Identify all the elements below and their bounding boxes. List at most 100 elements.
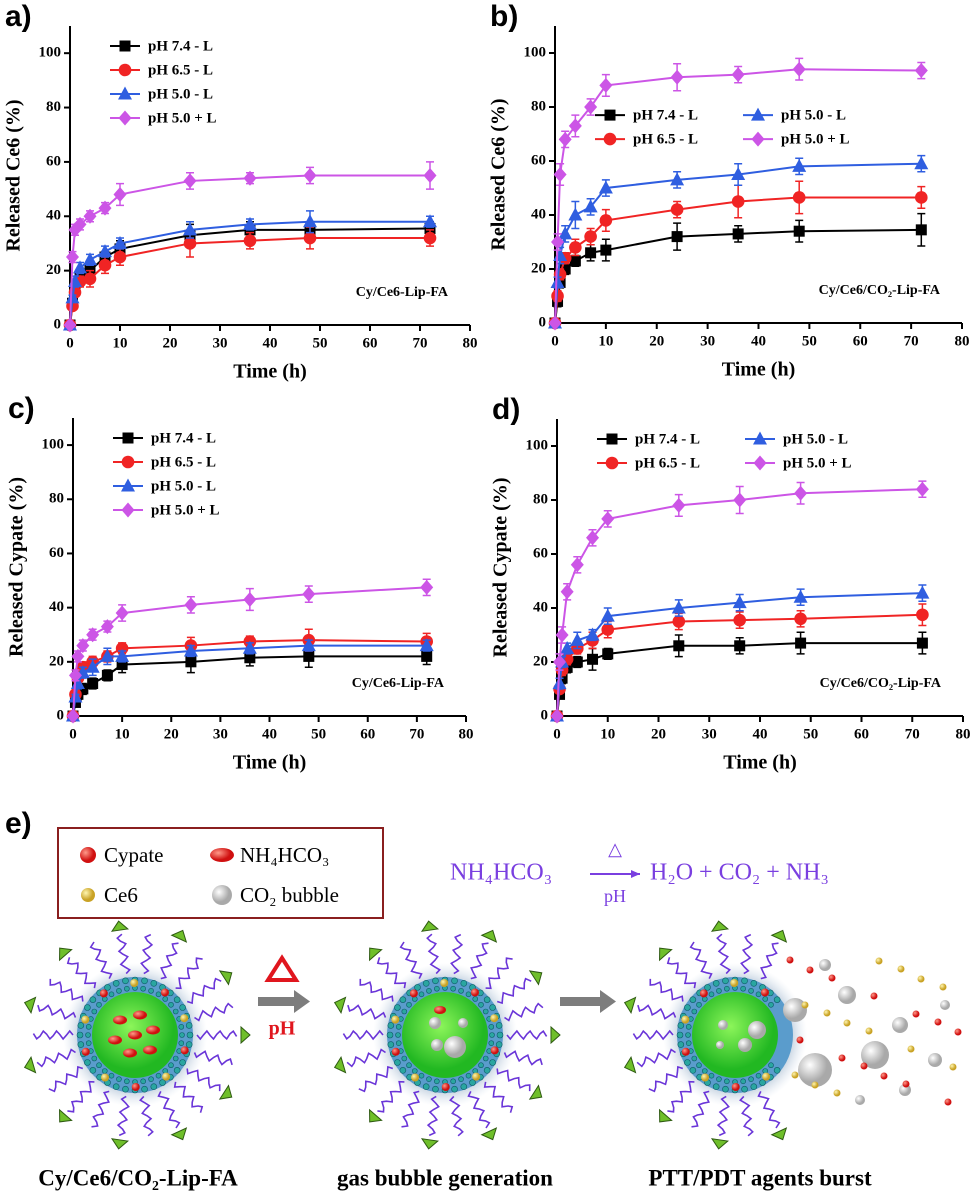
folate-ligand [710,1138,730,1150]
x-tick-label: 80 [459,726,474,742]
cypate [880,1072,888,1080]
peg-chain [175,957,203,990]
legend-label: pH 7.4 - L [148,38,213,54]
lipid-head [684,1004,691,1011]
legend-label: pH 5.0 - L [148,86,213,102]
marker [569,255,581,267]
x-tick-label: 50 [311,726,326,742]
marker [118,110,132,126]
marker [733,613,746,627]
marker [599,77,613,93]
marker [423,231,437,245]
marker [65,290,80,304]
lipid-head [489,1004,496,1011]
lipid-head [84,1004,91,1011]
marker [68,667,82,683]
bubble [431,1039,443,1051]
marker [419,638,434,652]
x-tick-label: 70 [905,726,920,742]
x-tick-label: 50 [803,726,818,742]
lipid-head [748,1076,754,1082]
legend-text: CO₂ bubble [240,883,339,907]
bubble [899,1084,911,1096]
marker [560,584,574,600]
lipid-head [773,996,781,1003]
marker [915,224,927,236]
cypate [860,1062,868,1070]
marker [550,708,564,724]
marker [751,107,765,121]
nanoparticle [23,920,251,1150]
peg-chain [36,1048,76,1068]
bubble [458,1018,468,1028]
marker [100,619,114,635]
marker [585,627,600,641]
caption: gas bubble generation [337,1165,553,1190]
y-axis-title: Released Ce6 (%) [3,99,25,251]
peg-chain [667,1080,695,1113]
lipid-head [124,1078,130,1085]
equation-above: △ [608,839,622,859]
lipid-head [465,991,472,998]
annotation: Cy/Ce6-Lip-FA [356,285,449,300]
ce6 [897,965,905,973]
ce6 [701,1073,710,1082]
lipid-head [478,1062,484,1069]
lipid-head [724,985,730,992]
peg-chain [116,933,131,975]
marker [915,585,930,599]
cypate [409,989,418,998]
lipid-head [172,1008,179,1015]
lipid-head [91,1008,98,1015]
x-tick-label: 10 [600,726,615,742]
folate-ligand [333,996,347,1015]
peg-chain [504,1002,544,1022]
legend-label: pH 6.5 - L [151,454,216,470]
marker [794,612,807,626]
peg-chain [740,933,754,975]
heat-icon [264,954,300,982]
y-tick-label: 0 [541,707,549,723]
lipid-head [168,1001,174,1008]
marker [568,207,583,221]
lipid-head [116,988,122,994]
marker [792,191,806,204]
bubble [861,1041,889,1069]
y-axis-title: Released Cypate (%) [6,477,28,657]
equation-below: pH [604,886,626,906]
legend-label: pH 5.0 - L [151,478,216,494]
panel-label: e) [5,807,32,840]
lipid-head [414,984,421,991]
peg-chain [632,1029,674,1041]
ce6-icon [81,888,95,902]
marker [793,225,805,237]
cypate [806,966,814,974]
legend-label: pH 5.0 + L [148,110,217,126]
lipid-head [704,984,711,991]
marker [183,237,197,250]
lipid-head [488,1024,495,1030]
x-axis-title: Time (h) [233,752,307,774]
marker [73,260,87,274]
caption: Cy/Ce6/CO₂-Lip-FA [38,1165,238,1190]
peg-chain [483,1081,514,1113]
lipid-head [689,1067,697,1074]
bubble [798,1053,832,1087]
marker [916,637,928,649]
marker [423,214,437,228]
lipid-head [708,1072,715,1079]
lipid-head [77,1041,85,1048]
folate-ligand [770,1127,788,1141]
marker [121,502,135,518]
lipid-head [773,1067,781,1074]
arrow-label: pH [269,1018,296,1040]
lipid-head [422,1083,430,1090]
marker [71,648,85,664]
marker [183,643,198,657]
lipid-head [740,985,746,992]
marker [115,648,130,662]
equation-reactant: NH₄HCO₃ [450,860,552,886]
marker [83,272,97,286]
marker [558,226,573,240]
lipid-head [122,977,129,985]
